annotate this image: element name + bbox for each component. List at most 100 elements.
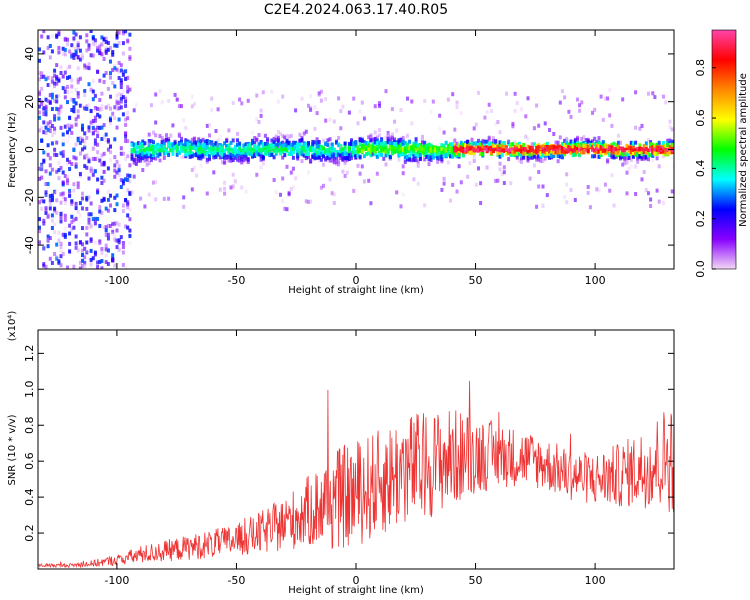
spectrogram-cell	[662, 144, 665, 149]
spectrogram-cell	[455, 100, 459, 105]
spectrogram-cell	[621, 162, 625, 167]
spectrogram-cell	[548, 149, 551, 154]
spectrogram-cell	[167, 153, 171, 157]
spectrogram-cell	[507, 148, 511, 153]
spectrogram-cell	[74, 164, 78, 169]
spectrogram-cell	[257, 120, 261, 124]
spectrogram-cell	[629, 164, 633, 169]
spectrogram-cell	[563, 138, 567, 143]
spectrogram-cell	[66, 178, 69, 183]
spectrogram-cell	[601, 117, 605, 122]
spectrogram-cell	[509, 152, 513, 157]
spectrogram-cell	[38, 217, 41, 222]
spectrogram-cell	[539, 158, 543, 163]
spectrogram-cell	[569, 144, 573, 149]
spectrogram-cell	[44, 112, 48, 117]
spectrogram-cell	[649, 142, 653, 147]
spectrogram-cell	[371, 142, 375, 147]
spectrogram-cell	[347, 141, 351, 146]
spectrogram-cell	[50, 213, 54, 218]
spectrogram-cell	[623, 151, 627, 156]
spectrogram-cell	[532, 126, 536, 131]
spectrogram-cell	[251, 147, 254, 152]
spectrogram-cell	[128, 241, 132, 246]
spectrogram-cell	[208, 154, 211, 158]
spectrogram-cell	[350, 153, 353, 158]
spectrogram-cell	[91, 36, 95, 41]
spectrogram-cell	[113, 208, 117, 213]
spectrogram-cell	[81, 52, 84, 57]
spectrogram-cell	[380, 139, 384, 143]
spectrogram-cell	[466, 140, 470, 145]
spectrogram-cell	[76, 55, 80, 60]
spectrogram-cell	[565, 144, 569, 149]
spectrogram-cell	[498, 140, 502, 145]
spectrogram-cell	[670, 189, 674, 194]
spectrogram-cell	[227, 154, 231, 159]
spectrogram-cell	[481, 142, 485, 147]
spectrogram-cell	[188, 140, 192, 145]
spectrogram-cell	[629, 150, 633, 154]
spectrogram-cell	[649, 197, 653, 202]
spectrogram-cell	[78, 48, 82, 53]
spectrogram-cell	[81, 123, 84, 128]
spectrogram-cell	[446, 160, 450, 165]
spectrogram-cell	[287, 191, 291, 196]
spectrogram-cell	[188, 154, 192, 159]
spectrogram-cell	[246, 157, 250, 162]
spectrogram-cell	[203, 144, 207, 149]
spectrogram-cell	[38, 92, 41, 97]
spectrogram-cell	[70, 220, 74, 225]
spectrogram-cell	[66, 84, 69, 89]
spectrogram-cell	[399, 137, 403, 142]
spectrogram-cell	[556, 150, 560, 155]
snr-x-tick-label: 50	[469, 574, 483, 587]
spectrogram-cell	[653, 95, 657, 100]
spectrogram-cell	[121, 250, 125, 255]
spectrogram-cell	[281, 198, 285, 203]
spectrogram-cell	[83, 92, 87, 97]
spectrogram-cell	[259, 113, 263, 118]
spectrogram-cell	[132, 108, 136, 113]
spectrogram-cell	[119, 68, 123, 73]
spectrogram-cell	[616, 140, 620, 145]
spectrogram-cell	[466, 145, 470, 150]
spectrogram-cell	[651, 149, 655, 154]
spectrogram-cell	[649, 204, 653, 208]
spectrogram-cell	[78, 172, 82, 176]
spectrogram-cell	[53, 130, 57, 135]
spectrogram-cell	[543, 150, 547, 155]
spectrogram-cell	[100, 162, 104, 167]
spectrogram-cell	[455, 150, 459, 155]
spectrogram-cell	[83, 263, 87, 268]
spectrogram-cell	[66, 123, 69, 128]
spectrogram-cell	[541, 144, 545, 149]
spectrogram-cell	[307, 147, 310, 152]
spectrogram-cell	[610, 173, 614, 178]
spectrogram-cell	[68, 49, 72, 54]
spectrogram-cell	[263, 133, 267, 138]
spectrogram-cell	[552, 132, 556, 136]
spectrogram-cell	[386, 134, 390, 139]
spectrogram-cell	[44, 190, 48, 195]
spectrogram-cell	[337, 96, 341, 101]
spectrogram-cell	[158, 148, 162, 153]
spectrogram-cell	[317, 155, 321, 160]
spectrogram-cell	[655, 188, 659, 193]
spectrogram-cell	[339, 126, 343, 131]
spectrogram-cell	[263, 141, 267, 146]
spectrogram-cell	[470, 145, 474, 150]
spectrogram-cell	[44, 206, 48, 211]
spectrogram-cell	[68, 127, 72, 132]
spectrogram-cell	[453, 149, 457, 154]
spectrogram-cell	[139, 158, 143, 163]
spectrogram-cell	[85, 48, 89, 53]
spectrogram-cell	[102, 56, 106, 61]
spectrogram-cell	[317, 92, 321, 97]
spectrogram-cell	[93, 240, 97, 245]
spectrogram-cell	[248, 142, 252, 147]
spectrogram-cell	[201, 153, 205, 158]
spectrogram-cell	[66, 42, 69, 47]
spectrogram-cell	[98, 241, 102, 246]
spectrogram-cell	[431, 99, 435, 104]
